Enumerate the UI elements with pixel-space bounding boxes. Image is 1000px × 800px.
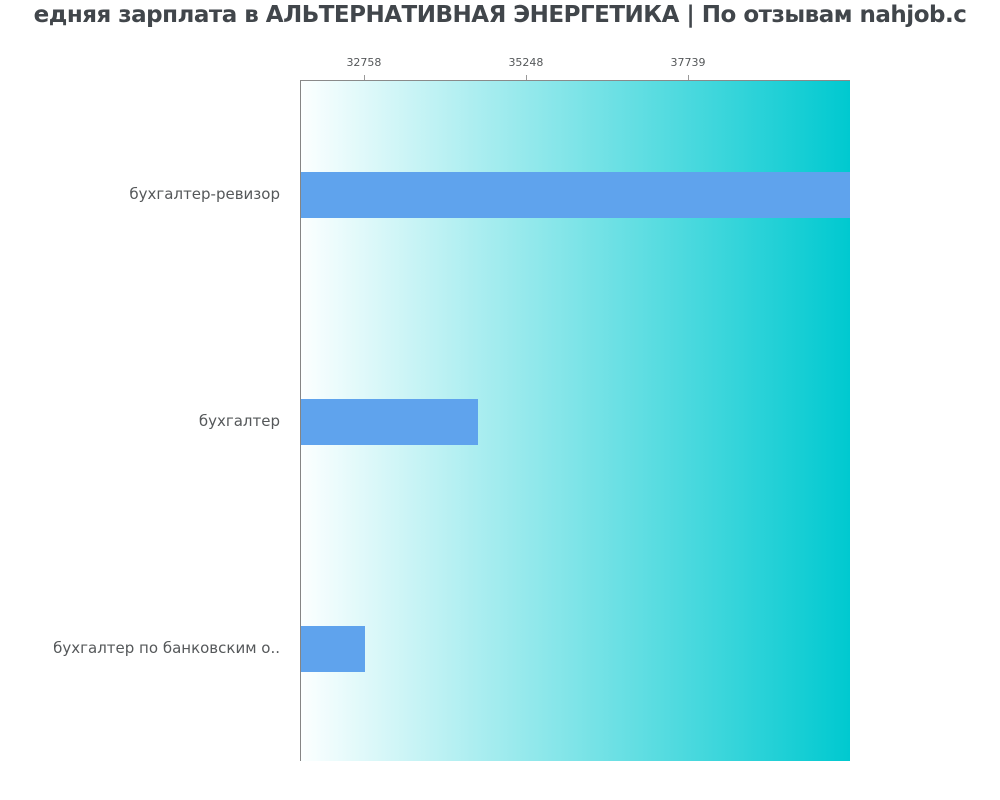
bar — [301, 171, 850, 218]
bar — [301, 625, 365, 672]
x-tick-mark — [363, 75, 365, 80]
x-tick-mark — [688, 75, 689, 80]
x-tick-mark — [525, 75, 527, 80]
category-label: бухгалтер по банковским о.. — [53, 638, 280, 657]
category-labels: бухгалтер-ревизор бухгалтер бухгалтер по б… — [0, 80, 290, 761]
x-tick-label: 32758 — [346, 56, 382, 69]
bar — [301, 398, 478, 445]
category-label: бухгалтер-ревизор — [129, 184, 280, 203]
x-tick-label: 37739 — [670, 56, 706, 69]
category-label: бухгалтер — [198, 411, 280, 430]
x-tick-label: 35248 — [508, 56, 544, 69]
chart-title: едняя зарплата в АЛЬТЕРНАТИВНАЯ ЭНЕРГЕТИ… — [33, 2, 967, 28]
plot-area — [300, 80, 850, 761]
x-axis-ticks: 32758 35248 37739 — [300, 56, 850, 80]
